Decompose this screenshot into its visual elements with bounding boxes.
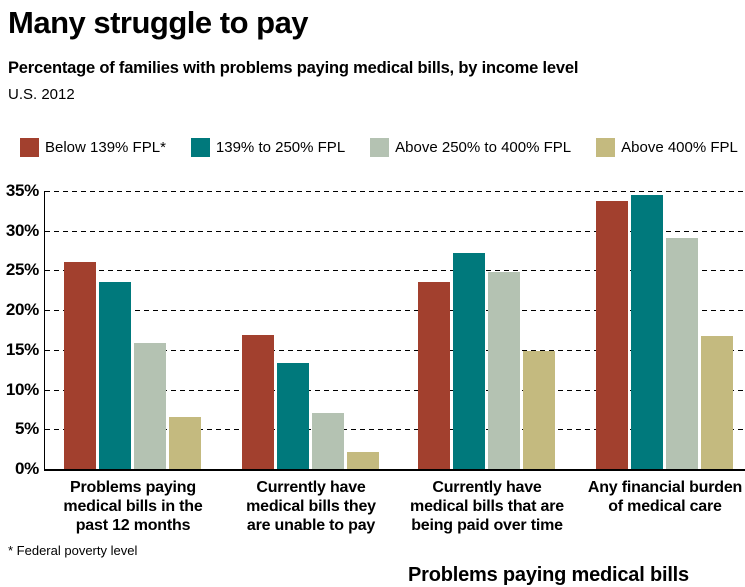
y-axis-tick-label: 30% [5, 220, 39, 240]
legend-item: Below 139% FPL* [20, 138, 166, 157]
gridline-15 [45, 349, 745, 351]
bar [169, 417, 201, 469]
bar [453, 253, 485, 469]
chart-period: U.S. 2012 [8, 86, 75, 103]
bar-group-3 [418, 253, 555, 469]
bar-chart-plot-area: 0% 5% 10% 15% 20% 25% 30% 35% Problems paying me… [6, 181, 745, 534]
bar [418, 281, 450, 469]
gridline-25 [45, 270, 745, 272]
bar [99, 282, 131, 469]
y-axis-tick-label: 25% [5, 260, 39, 280]
chart-subtitle: Percentage of families with problems pay… [8, 59, 579, 77]
x-axis-category-label: Currently have medical bills they are un… [246, 479, 376, 534]
legend-item: Above 250% to 400% FPL [370, 138, 571, 157]
legend-item: Above 400% FPL [596, 138, 738, 157]
footnote: * Federal poverty level [8, 543, 138, 558]
chart-legend: Below 139% FPL* 139% to 250% FPL Above 250… [20, 138, 738, 157]
bar-group-2 [242, 334, 379, 469]
y-axis-tick-label: 35% [5, 181, 39, 200]
bar [631, 195, 663, 469]
legend-label: Above 400% FPL [621, 139, 738, 156]
bar [277, 363, 309, 469]
bar [64, 261, 96, 469]
y-axis-tick-label: 5% [15, 419, 39, 439]
gridline-10 [45, 389, 745, 391]
y-axis-tick-label: 15% [5, 339, 39, 359]
legend-label: Above 250% to 400% FPL [395, 139, 572, 156]
next-section-heading-cutoff: Problems paying medical bills [408, 564, 689, 586]
x-axis-category-label: Problems paying medical bills in the pas… [63, 479, 203, 534]
bar [596, 201, 628, 469]
bar [134, 342, 166, 469]
x-axis-category-label: Any financial burden of medical care [587, 479, 743, 515]
bar-group-1 [64, 261, 201, 469]
gridline-35 [45, 191, 745, 192]
bar [523, 350, 555, 469]
x-axis-category-label: Currently have medical bills that are be… [410, 479, 564, 534]
legend-label: Below 139% FPL* [45, 139, 166, 156]
gridline-5 [45, 429, 745, 431]
legend-label: 139% to 250% FPL [215, 139, 346, 156]
legend-swatch-icon [190, 138, 210, 157]
bar [666, 237, 698, 469]
page-title: Many struggle to pay [8, 5, 309, 40]
y-axis-tick-label: 10% [5, 379, 39, 399]
y-axis-tick-label: 20% [5, 300, 39, 320]
legend-swatch-icon [20, 138, 39, 157]
bar [701, 336, 733, 469]
legend-item: 139% to 250% FPL [190, 138, 346, 157]
y-axis-tick-label: 0% [15, 459, 39, 478]
gridline-20 [45, 310, 745, 312]
legend-swatch-icon [370, 138, 390, 157]
bar [347, 451, 379, 469]
bar [312, 412, 344, 469]
bar [488, 272, 520, 469]
bar [242, 334, 274, 469]
gridline-30 [45, 230, 745, 232]
bar-group-4 [596, 195, 733, 469]
legend-swatch-icon [596, 138, 616, 157]
